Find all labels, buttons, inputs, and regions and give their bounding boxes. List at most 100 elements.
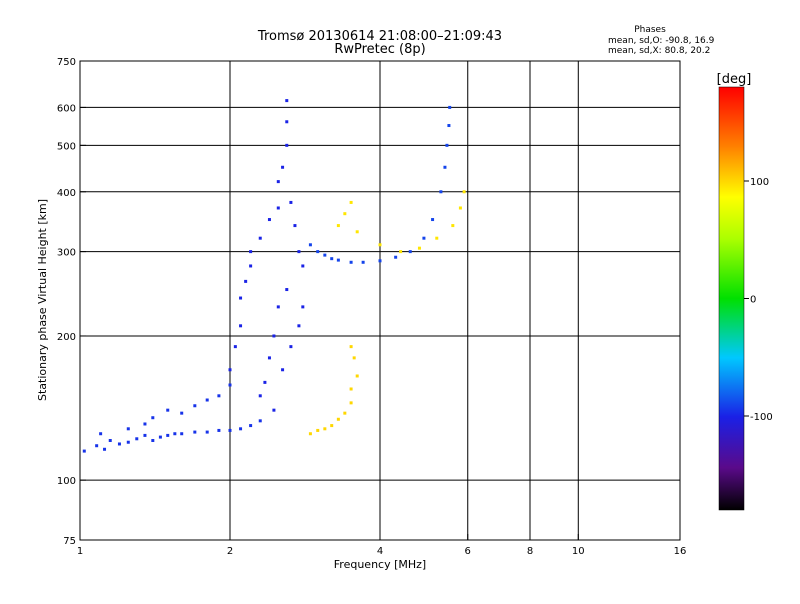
data-point xyxy=(281,368,285,372)
data-point xyxy=(330,257,334,261)
stats-header: Phases xyxy=(634,25,666,35)
data-point xyxy=(272,334,276,338)
colorbar xyxy=(718,86,745,511)
data-point xyxy=(117,442,121,446)
data-point xyxy=(217,394,221,398)
x-tick-label: 16 xyxy=(674,546,687,557)
data-point xyxy=(249,250,253,254)
data-point xyxy=(239,324,243,328)
data-point xyxy=(151,439,155,443)
data-point xyxy=(349,260,353,264)
data-point xyxy=(143,422,147,426)
chart-title: Tromsø 20130614 21:08:00–21:09:43 xyxy=(257,29,502,44)
data-point xyxy=(285,288,289,292)
data-point xyxy=(244,279,248,283)
x-tick-label: 4 xyxy=(377,546,383,557)
colorbar-tick-label: -100 xyxy=(750,412,773,423)
grid-lines xyxy=(80,61,680,540)
data-point xyxy=(267,218,271,222)
colorbar-tick-label: 100 xyxy=(750,177,769,188)
data-point xyxy=(151,416,155,420)
data-point xyxy=(276,206,280,210)
data-point xyxy=(336,224,340,228)
data-point xyxy=(349,401,353,405)
data-point xyxy=(239,296,243,300)
data-point xyxy=(301,264,305,268)
data-point xyxy=(417,246,421,250)
data-point xyxy=(180,432,184,436)
data-point xyxy=(355,230,359,234)
x-tick-label: 8 xyxy=(527,546,533,557)
colorbar-ticks: 100 0 -100 xyxy=(744,177,773,423)
data-point xyxy=(394,255,398,259)
data-point xyxy=(95,444,99,448)
data-point xyxy=(285,120,289,124)
data-point xyxy=(316,250,320,254)
data-point xyxy=(293,224,297,228)
data-point xyxy=(349,345,353,349)
x-tick-label: 10 xyxy=(572,546,585,557)
data-point xyxy=(276,305,280,309)
data-point xyxy=(205,398,209,402)
y-tick-label: 750 xyxy=(57,57,76,68)
data-point xyxy=(399,250,403,254)
data-point xyxy=(258,419,262,423)
data-point xyxy=(289,200,293,204)
data-point xyxy=(462,190,466,194)
data-point xyxy=(272,408,276,412)
data-point xyxy=(447,124,451,128)
data-point xyxy=(408,250,412,254)
data-point xyxy=(239,427,243,431)
y-tick-label: 600 xyxy=(57,103,76,114)
data-point xyxy=(99,432,103,436)
data-points xyxy=(82,99,466,453)
data-point xyxy=(180,411,184,415)
data-point xyxy=(285,99,289,103)
data-point xyxy=(173,432,177,436)
data-point xyxy=(458,206,462,210)
data-point xyxy=(343,212,347,216)
data-point xyxy=(297,250,301,254)
data-point xyxy=(228,383,232,387)
data-point xyxy=(448,105,452,109)
y-axis-label: Stationary phase Virtual Height [km] xyxy=(36,199,49,401)
data-point xyxy=(308,243,312,247)
x-tick-label: 2 xyxy=(227,546,233,557)
data-point xyxy=(435,236,439,240)
chart-subtitle: RwPretec (8p) xyxy=(334,42,425,57)
stats-x-mode: mean, sd,X: 80.8, 20.2 xyxy=(608,46,710,56)
x-axis-label: Frequency [MHz] xyxy=(334,558,426,571)
data-point xyxy=(143,433,147,437)
data-point xyxy=(355,374,359,378)
data-point xyxy=(316,428,320,432)
stats-o-mode: mean, sd,O: -90.8, 16.9 xyxy=(608,36,715,46)
axis-ticks: 1 2 4 6 8 10 16 75 100 200 300 400 500 600 750 xyxy=(57,57,686,557)
data-point xyxy=(263,380,267,384)
data-point xyxy=(193,404,197,408)
data-point xyxy=(258,394,262,398)
data-point xyxy=(166,433,170,437)
data-point xyxy=(126,440,130,444)
data-point xyxy=(166,408,170,412)
y-tick-label: 75 xyxy=(63,536,76,547)
data-point xyxy=(249,264,253,268)
data-point xyxy=(336,258,340,262)
data-point xyxy=(343,411,347,415)
data-point xyxy=(352,356,356,360)
data-point xyxy=(445,143,449,147)
data-point xyxy=(258,236,262,240)
data-point xyxy=(135,437,139,441)
data-point xyxy=(301,305,305,309)
data-point xyxy=(349,387,353,391)
data-point xyxy=(158,435,162,439)
data-point xyxy=(308,432,312,436)
data-point xyxy=(323,427,327,431)
data-point xyxy=(205,430,209,434)
y-tick-label: 400 xyxy=(57,188,76,199)
data-point xyxy=(193,430,197,434)
data-point xyxy=(228,428,232,432)
y-tick-label: 300 xyxy=(57,248,76,259)
data-point xyxy=(439,190,443,194)
data-point xyxy=(108,439,112,443)
